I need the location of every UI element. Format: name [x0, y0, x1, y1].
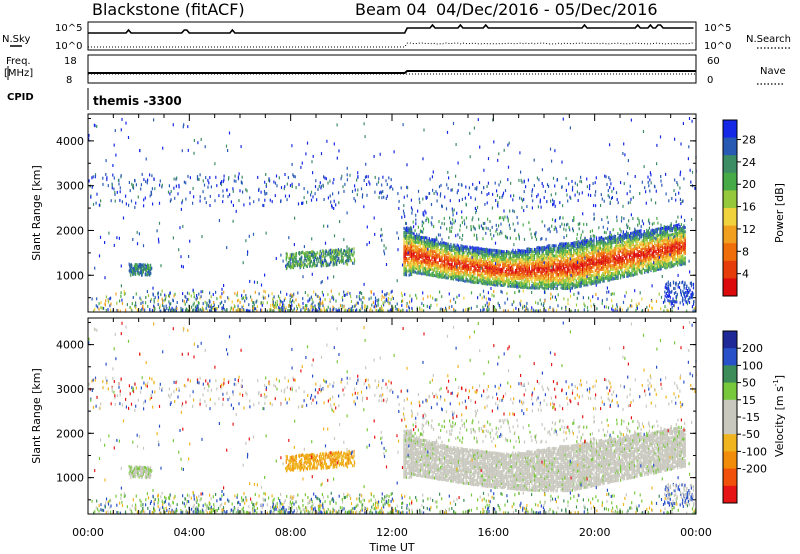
range-tick-label: 4000 — [56, 135, 84, 148]
range-tick-label: 2000 — [56, 427, 84, 440]
colorbar-tick-label: -50 — [742, 428, 760, 441]
colorbar-tick-label: 50 — [742, 377, 756, 390]
power-ylabel: Slant Range [km] — [30, 165, 43, 261]
freq-label-2: [MHz] — [4, 68, 33, 79]
freq-tick-bottom: 8 — [66, 75, 72, 86]
nave-tick-top: 60 — [707, 56, 720, 67]
x-axis-title: Time UT — [368, 541, 414, 554]
nsky-tick-top: 10^5 — [55, 23, 82, 34]
colorbar-tick-label: 8 — [742, 245, 749, 258]
velocity-colorbar-label: Velocity [m s-1] — [772, 375, 786, 457]
cpid-value: themis -3300 — [93, 94, 182, 108]
nsky-label: N.Sky — [2, 34, 30, 45]
colorbar-swatch — [723, 190, 737, 209]
power-panel: 1000 2000 3000 4000 Slant Range [km] 4 8 12 16… — [30, 113, 786, 313]
colorbar-tick-label: 4 — [742, 268, 749, 281]
nsearch-tick-bottom: 10^0 — [704, 41, 731, 52]
nsky-panel: N.Sky 10^5 10^0 10^5 10^0 N.Search — [2, 21, 791, 52]
range-tick-label: 4000 — [56, 339, 84, 352]
velocity-x-axis: 00:00 04:00 08:00 12:00 16:00 20:00 00:00 — [72, 318, 712, 539]
nsky-trace — [88, 23, 694, 34]
colorbar-tick-label: 100 — [742, 359, 763, 372]
nsearch-label: N.Search — [746, 34, 791, 45]
colorbar-tick-label: -100 — [742, 445, 767, 458]
velocity-ylabel: Slant Range [km] — [30, 368, 43, 464]
colorbar-swatch — [723, 348, 737, 366]
cpid-panel: CPID themis -3300 — [7, 88, 182, 110]
freq-nave-panel: Freq. [MHz] 18 8 60 0 Nave — [4, 54, 786, 86]
colorbar-tick-label: 15 — [742, 394, 756, 407]
freq-label-1: Freq. — [6, 56, 31, 67]
colorbar-swatch — [723, 468, 737, 487]
time-tick-label: 12:00 — [376, 526, 408, 539]
colorbar-tick-label: 200 — [742, 342, 763, 355]
nsky-tick-bottom: 10^0 — [55, 41, 82, 52]
power-colorbar-label: Power [dB] — [773, 183, 786, 243]
colorbar-swatch — [723, 225, 737, 244]
colorbar-tick-label: 20 — [742, 178, 756, 191]
velocity-y-axis: 1000 2000 3000 4000 — [56, 321, 696, 501]
colorbar-tick-label: 16 — [742, 201, 756, 214]
colorbar-tick-label: 24 — [742, 156, 756, 169]
colorbar-swatch — [723, 399, 737, 418]
colorbar-swatch — [723, 172, 737, 191]
station-title: Blackstone (fitACF) — [92, 0, 245, 19]
nsearch-tick-top: 10^5 — [704, 23, 731, 34]
time-tick-label: 00:00 — [680, 526, 712, 539]
range-tick-label: 2000 — [56, 224, 84, 237]
time-tick-label: 16:00 — [477, 526, 509, 539]
colorbar-swatch — [723, 331, 737, 349]
date-range: 04/Dec/2016 - 05/Dec/2016 — [436, 0, 658, 19]
range-tick-label: 1000 — [56, 269, 84, 282]
power-y-axis: 1000 2000 3000 4000 — [56, 117, 696, 299]
colorbar-swatch — [723, 243, 737, 262]
colorbar-swatch — [723, 155, 737, 174]
cpid-label: CPID — [7, 92, 34, 103]
range-tick-label: 3000 — [56, 180, 84, 193]
colorbar-tick-label: -15 — [742, 411, 760, 424]
power-scatter — [88, 117, 697, 313]
colorbar-swatch — [723, 278, 737, 297]
colorbar-swatch — [723, 208, 737, 227]
colorbar-swatch — [723, 434, 737, 452]
time-tick-label: 08:00 — [275, 526, 307, 539]
range-tick-label: 3000 — [56, 383, 84, 396]
colorbar-swatch — [723, 485, 737, 504]
colorbar-swatch — [723, 417, 737, 435]
time-tick-label: 20:00 — [579, 526, 611, 539]
freq-trace — [88, 70, 696, 74]
colorbar-tick-label: 12 — [742, 223, 756, 236]
nave-tick-bottom: 0 — [707, 75, 713, 86]
nsearch-trace — [88, 42, 694, 48]
colorbar-swatch — [723, 365, 737, 384]
colorbar-swatch — [723, 451, 737, 470]
velocity-scatter — [88, 321, 697, 515]
time-tick-label: 00:00 — [72, 526, 104, 539]
time-tick-label: 04:00 — [173, 526, 205, 539]
velocity-panel: 1000 2000 3000 4000 00:00 04:00 08:00 12:00 16:… — [30, 317, 786, 554]
freq-tick-top: 18 — [64, 56, 77, 67]
power-colorbar: 4 8 12 16 20 24 28 — [722, 119, 756, 297]
colorbar-swatch — [723, 137, 737, 156]
colorbar-tick-label: 28 — [742, 134, 756, 147]
colorbar-swatch — [723, 260, 737, 279]
colorbar-tick-label: -200 — [742, 463, 767, 476]
velocity-colorbar: 200 100 50 15 -15 -50 -100 -200 — [722, 330, 767, 504]
power-x-ticks — [87, 114, 697, 312]
nave-label: Nave — [760, 66, 786, 77]
colorbar-swatch — [723, 120, 737, 139]
beam-label: Beam 04 — [355, 0, 427, 19]
colorbar-swatch — [723, 382, 737, 401]
range-tick-label: 1000 — [56, 472, 84, 485]
